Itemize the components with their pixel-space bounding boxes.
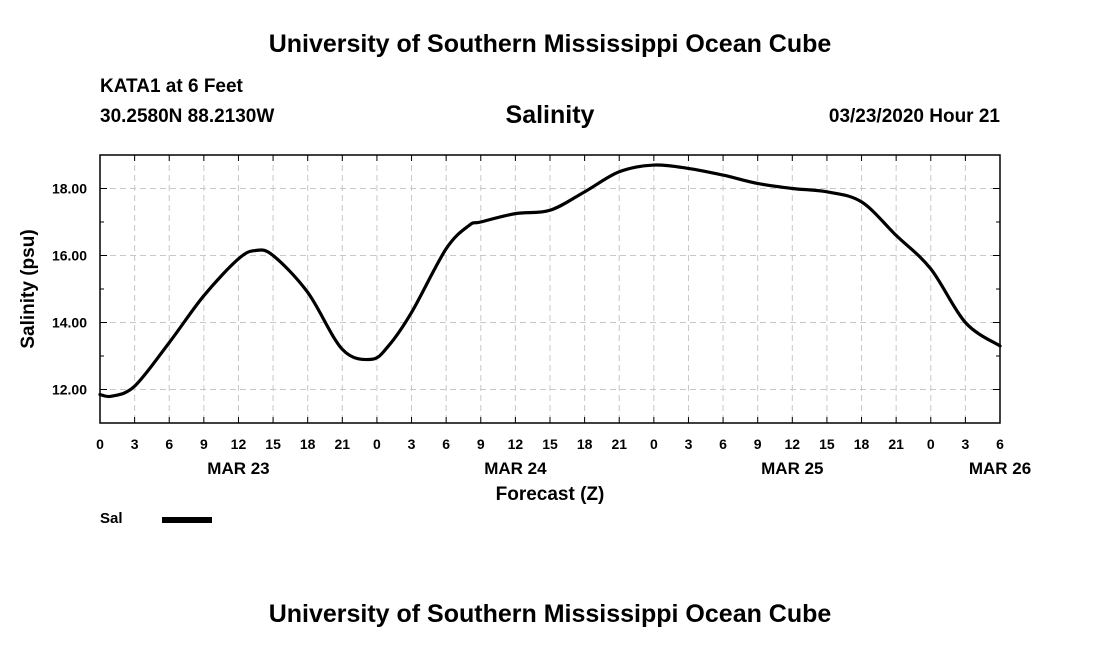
x-tick-label: 18 (300, 436, 316, 452)
x-tick-label: 3 (408, 436, 416, 452)
station-coordinates: 30.2580N 88.2130W (100, 106, 275, 127)
issue-timestamp: 03/23/2020 Hour 21 (828, 106, 1000, 127)
x-tick-label: 6 (442, 436, 450, 452)
series-layer (98, 163, 1002, 399)
axis-labels: 0 3 6 9 12 15 18 21 0 3 6 9 12 15 18 21 0 3 6 9 12 15 18 21 0 3 6 1… (18, 181, 1031, 506)
x-tick-label: 3 (961, 436, 969, 452)
x-tick-label: 21 (611, 436, 627, 452)
legend-label-sal: Sal (100, 510, 123, 527)
x-tick-label: 12 (508, 436, 524, 452)
x-tick-label: 18 (854, 436, 870, 452)
y-tick-label: 12.00 (52, 382, 87, 398)
chart-header-title: University of Southern Mississippi Ocean… (268, 30, 832, 58)
x-tick-label: 15 (542, 436, 558, 452)
x-tick-label: 21 (888, 436, 904, 452)
x-tick-label: 6 (719, 436, 727, 452)
x-tick-label: 0 (373, 436, 381, 452)
y-tick-label: 18.00 (52, 181, 87, 197)
y-tick-label: 16.00 (52, 248, 87, 264)
x-tick-label: 6 (996, 436, 1004, 452)
x-tick-label: 0 (927, 436, 935, 452)
x-tick-label: 15 (819, 436, 835, 452)
station-name: KATA1 at 6 Feet (100, 76, 243, 97)
chart-variable-title: Salinity (505, 101, 595, 129)
x-tick-label: 0 (650, 436, 658, 452)
x-axis-label: Forecast (Z) (496, 484, 605, 505)
date-label: MAR 26 (969, 459, 1031, 478)
x-tick-label: 18 (577, 436, 593, 452)
axis-ticks (99, 154, 1001, 424)
date-label: MAR 25 (761, 459, 823, 478)
date-label: MAR 23 (207, 459, 269, 478)
x-tick-label: 12 (231, 436, 247, 452)
x-tick-label: 3 (685, 436, 693, 452)
grid-lines (100, 155, 1000, 423)
x-tick-label: 6 (165, 436, 173, 452)
x-tick-label: 0 (96, 436, 104, 452)
date-label: MAR 24 (484, 459, 547, 478)
x-tick-label: 12 (785, 436, 801, 452)
y-tick-label: 14.00 (52, 315, 87, 331)
x-tick-label: 9 (200, 436, 208, 452)
x-tick-label: 9 (477, 436, 485, 452)
y-axis-label: Salinity (psu) (18, 229, 39, 348)
chart-footer-title: University of Southern Mississippi Ocean… (268, 600, 832, 628)
x-tick-label: 15 (265, 436, 281, 452)
x-tick-label: 21 (335, 436, 351, 452)
x-tick-label: 9 (754, 436, 762, 452)
series-line-sal (98, 163, 1002, 399)
x-tick-label: 3 (131, 436, 139, 452)
